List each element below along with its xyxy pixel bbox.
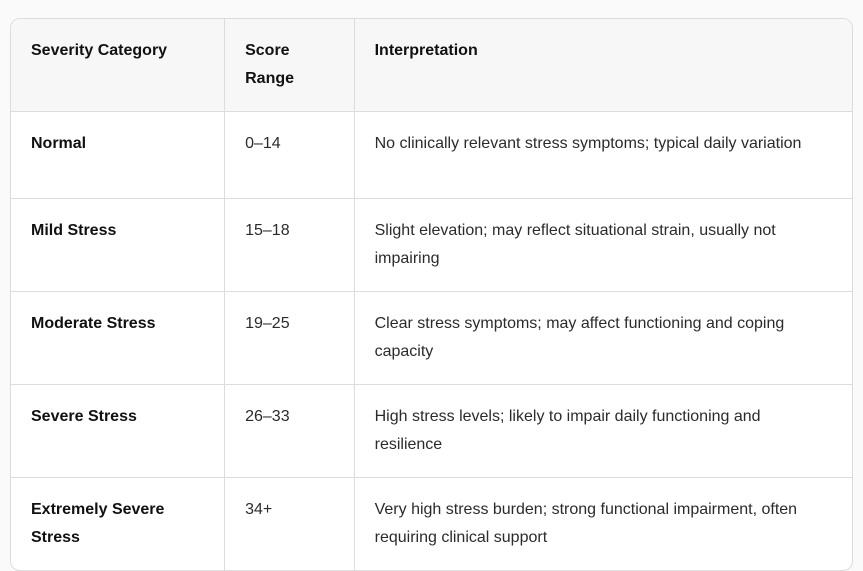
cell-category: Moderate Stress — [11, 291, 225, 385]
cell-interpretation: Slight elevation; may reflect situationa… — [353, 198, 852, 292]
cell-score-range: 34+ — [224, 477, 355, 570]
header-row: Severity Category Score Range Interpreta… — [11, 19, 852, 112]
cell-score-range: 0–14 — [224, 111, 355, 199]
cell-interpretation: Clear stress symptoms; may affect functi… — [353, 291, 852, 385]
cell-category: Extremely Severe Stress — [11, 477, 225, 570]
cell-interpretation: Very high stress burden; strong function… — [353, 477, 852, 570]
table-row: Extremely Severe Stress 34+ Very high st… — [11, 477, 852, 570]
severity-table: Severity Category Score Range Interpreta… — [10, 18, 853, 571]
table-row: Normal 0–14 No clinically relevant stres… — [11, 111, 852, 199]
table-header: Severity Category Score Range Interpreta… — [11, 19, 852, 112]
cell-score-range: 15–18 — [224, 198, 355, 292]
cell-interpretation: No clinically relevant stress symptoms; … — [353, 111, 852, 199]
cell-category: Normal — [11, 111, 225, 199]
cell-score-range: 19–25 — [224, 291, 355, 385]
cell-score-range: 26–33 — [224, 384, 355, 478]
column-header-score-range: Score Range — [224, 19, 355, 112]
cell-interpretation: High stress levels; likely to impair dai… — [353, 384, 852, 478]
column-header-severity-category: Severity Category — [11, 19, 225, 112]
cell-category: Severe Stress — [11, 384, 225, 478]
stress-severity-table: Severity Category Score Range Interpreta… — [11, 19, 852, 570]
table-row: Severe Stress 26–33 High stress levels; … — [11, 384, 852, 478]
column-header-interpretation: Interpretation — [353, 19, 852, 112]
cell-category: Mild Stress — [11, 198, 225, 292]
table-row: Moderate Stress 19–25 Clear stress sympt… — [11, 291, 852, 385]
table-row: Mild Stress 15–18 Slight elevation; may … — [11, 198, 852, 292]
table-body: Normal 0–14 No clinically relevant stres… — [11, 111, 852, 570]
